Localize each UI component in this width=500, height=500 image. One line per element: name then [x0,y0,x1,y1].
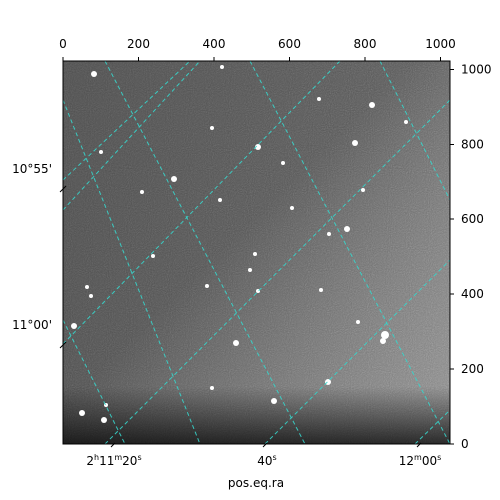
ra-tick-s-superscript: s [273,453,277,462]
star [218,198,222,202]
top-axis: 0 200 400 600 800 1000 [59,37,456,61]
grid-line [63,61,341,345]
grid-line [249,61,450,444]
star [171,176,177,182]
star [248,268,252,272]
star [91,71,97,77]
star [271,398,277,404]
grid-line [63,61,201,211]
dec-tick-10-55: 10°55' [12,162,52,176]
star [220,65,224,69]
star [85,285,89,289]
star [151,254,155,258]
image-bottom-dark [63,61,450,444]
astronomical-image [63,61,450,444]
star [381,331,389,339]
star [327,232,331,236]
plot-frame [62,60,451,445]
star [344,226,350,232]
ra-tick-12m00s: 12m00s [399,453,442,468]
star [71,323,77,329]
right-tick-800: 800 [461,138,484,152]
star [290,206,294,210]
star [233,340,239,346]
dec-axis: 10°55' 11°00' [12,162,67,349]
star [101,417,107,423]
ra-tick-m-superscript: m [414,453,422,462]
star [255,144,261,150]
grid-line [63,61,191,181]
star [79,410,85,416]
ra-tick-seconds: 40 [257,454,272,468]
grid-line [264,259,450,444]
star [89,294,93,298]
top-tick-0: 0 [59,37,67,51]
star [281,161,285,165]
top-tick-400: 400 [203,37,226,51]
star [210,386,214,390]
star [210,126,214,130]
ra-tick-s-superscript: s [137,453,141,462]
star [319,288,323,292]
star [356,320,360,324]
ra-tick-m-superscript: m [114,453,122,462]
ra-tick-hours: 2 [86,454,94,468]
star [380,338,386,344]
grid-line [63,319,126,444]
ra-tick-seconds: 20 [122,454,137,468]
ra-tick-40s: 40s [257,453,276,468]
stars-layer [71,65,408,423]
grid-line [379,61,450,201]
right-axis: 0 200 400 600 800 1000 [450,63,492,451]
right-tick-1000: 1000 [461,63,492,77]
ra-tick-h-superscript: h [94,453,99,462]
right-tick-400: 400 [461,287,484,301]
star [369,102,375,108]
grid-line [414,409,450,444]
right-tick-200: 200 [461,362,484,376]
ra-tick-minutes: 11 [99,454,114,468]
coordinate-grid [63,61,450,444]
star [140,190,144,194]
ra-tick-2h11m20s: 2h11m20s [86,453,141,468]
x-axis-label: pos.eq.ra [228,476,284,490]
ra-axis: 2h11m20s 40s 12m00s pos.eq.ra [86,442,442,490]
top-tick-200: 200 [127,37,150,51]
grid-line [63,99,201,444]
ra-tick-s-superscript: s [437,453,441,462]
right-tick-600: 600 [461,212,484,226]
star [317,97,321,101]
right-tick-0: 0 [461,437,469,451]
ra-tick-minutes: 12 [399,454,414,468]
star [404,120,408,124]
top-tick-800: 800 [354,37,377,51]
grid-line [104,61,306,444]
star [99,150,103,154]
ra-tick-seconds: 00 [422,454,437,468]
dec-tick-11-00: 11°00' [12,318,52,332]
top-tick-1000: 1000 [425,37,456,51]
star [253,252,257,256]
star [361,188,365,192]
star [352,140,358,146]
star [205,284,209,288]
top-tick-600: 600 [278,37,301,51]
